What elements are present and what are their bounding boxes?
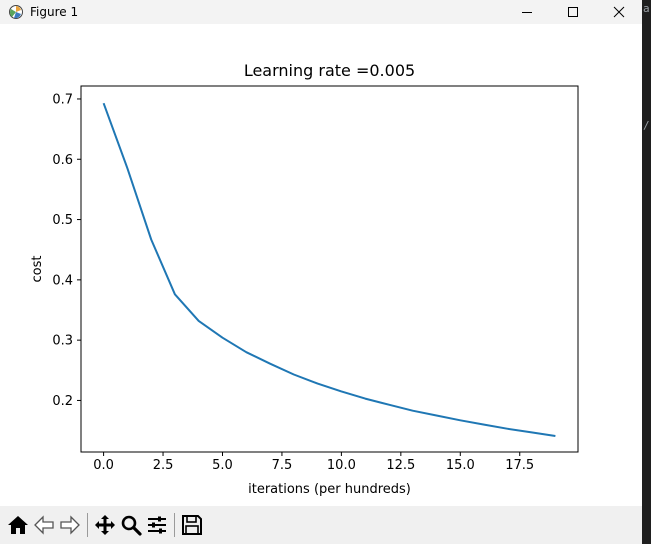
x-tick-label: 15.0 [446,458,475,473]
back-arrow-icon [34,515,54,535]
x-axis-label: iterations (per hundreds) [248,482,411,497]
forward-button[interactable] [57,511,83,539]
chart-title: Learning rate =0.005 [244,61,415,80]
background-text-fragment: a [643,2,650,15]
window-title: Figure 1 [30,5,79,19]
cost-series-line [102,102,556,437]
y-tick-label: 0.5 [52,213,73,228]
x-tick-label: 17.5 [505,458,534,473]
x-axis-ticks: 0.0 2.5 5.0 7.5 10.0 12.5 15.0 17.5 [93,452,534,473]
close-button[interactable] [596,0,642,24]
y-tick-label: 0.2 [52,394,73,409]
x-tick-label: 5.0 [212,458,233,473]
home-button[interactable] [5,511,31,539]
x-tick-label: 12.5 [386,458,415,473]
zoom-button[interactable] [118,511,144,539]
x-tick-label: 10.0 [327,458,356,473]
series-layer [102,102,556,437]
x-tick-label: 0.0 [93,458,114,473]
close-icon [613,6,625,18]
back-button[interactable] [31,511,57,539]
y-tick-label: 0.6 [52,153,73,168]
axes-frame [80,85,579,453]
configure-subplots-icon [148,516,166,534]
minimize-icon [522,12,532,13]
y-axis-label: cost [30,256,45,283]
maximize-icon [568,7,578,17]
matplotlib-app-icon [8,4,24,20]
background-editor-strip [642,0,651,544]
x-tick-label: 7.5 [272,458,293,473]
window-controls [504,0,642,24]
y-axis-ticks: 0.2 0.3 0.4 0.5 0.6 0.7 [52,92,81,409]
x-tick-label: 2.5 [153,458,174,473]
toolbar-separator [174,513,175,537]
minimize-button[interactable] [504,0,550,24]
save-floppy-icon [182,515,202,535]
forward-arrow-icon [60,515,80,535]
save-button[interactable] [179,511,205,539]
zoom-magnifier-icon [121,515,142,536]
y-tick-label: 0.7 [52,92,73,107]
y-tick-label: 0.4 [52,273,73,288]
toolbar-separator [87,513,88,537]
pan-button[interactable] [92,511,118,539]
title-bar: Figure 1 [0,0,642,24]
pan-move-icon [95,515,115,535]
maximize-button[interactable] [550,0,596,24]
line-chart: Learning rate =0.005 iterations (per hun… [30,61,579,497]
background-text-fragment: / [643,119,650,132]
home-icon [8,516,28,534]
figure-canvas[interactable]: Learning rate =0.005 iterations (per hun… [0,24,642,506]
y-tick-label: 0.3 [52,334,73,349]
configure-subplots-button[interactable] [144,511,170,539]
navigation-toolbar [0,506,642,544]
